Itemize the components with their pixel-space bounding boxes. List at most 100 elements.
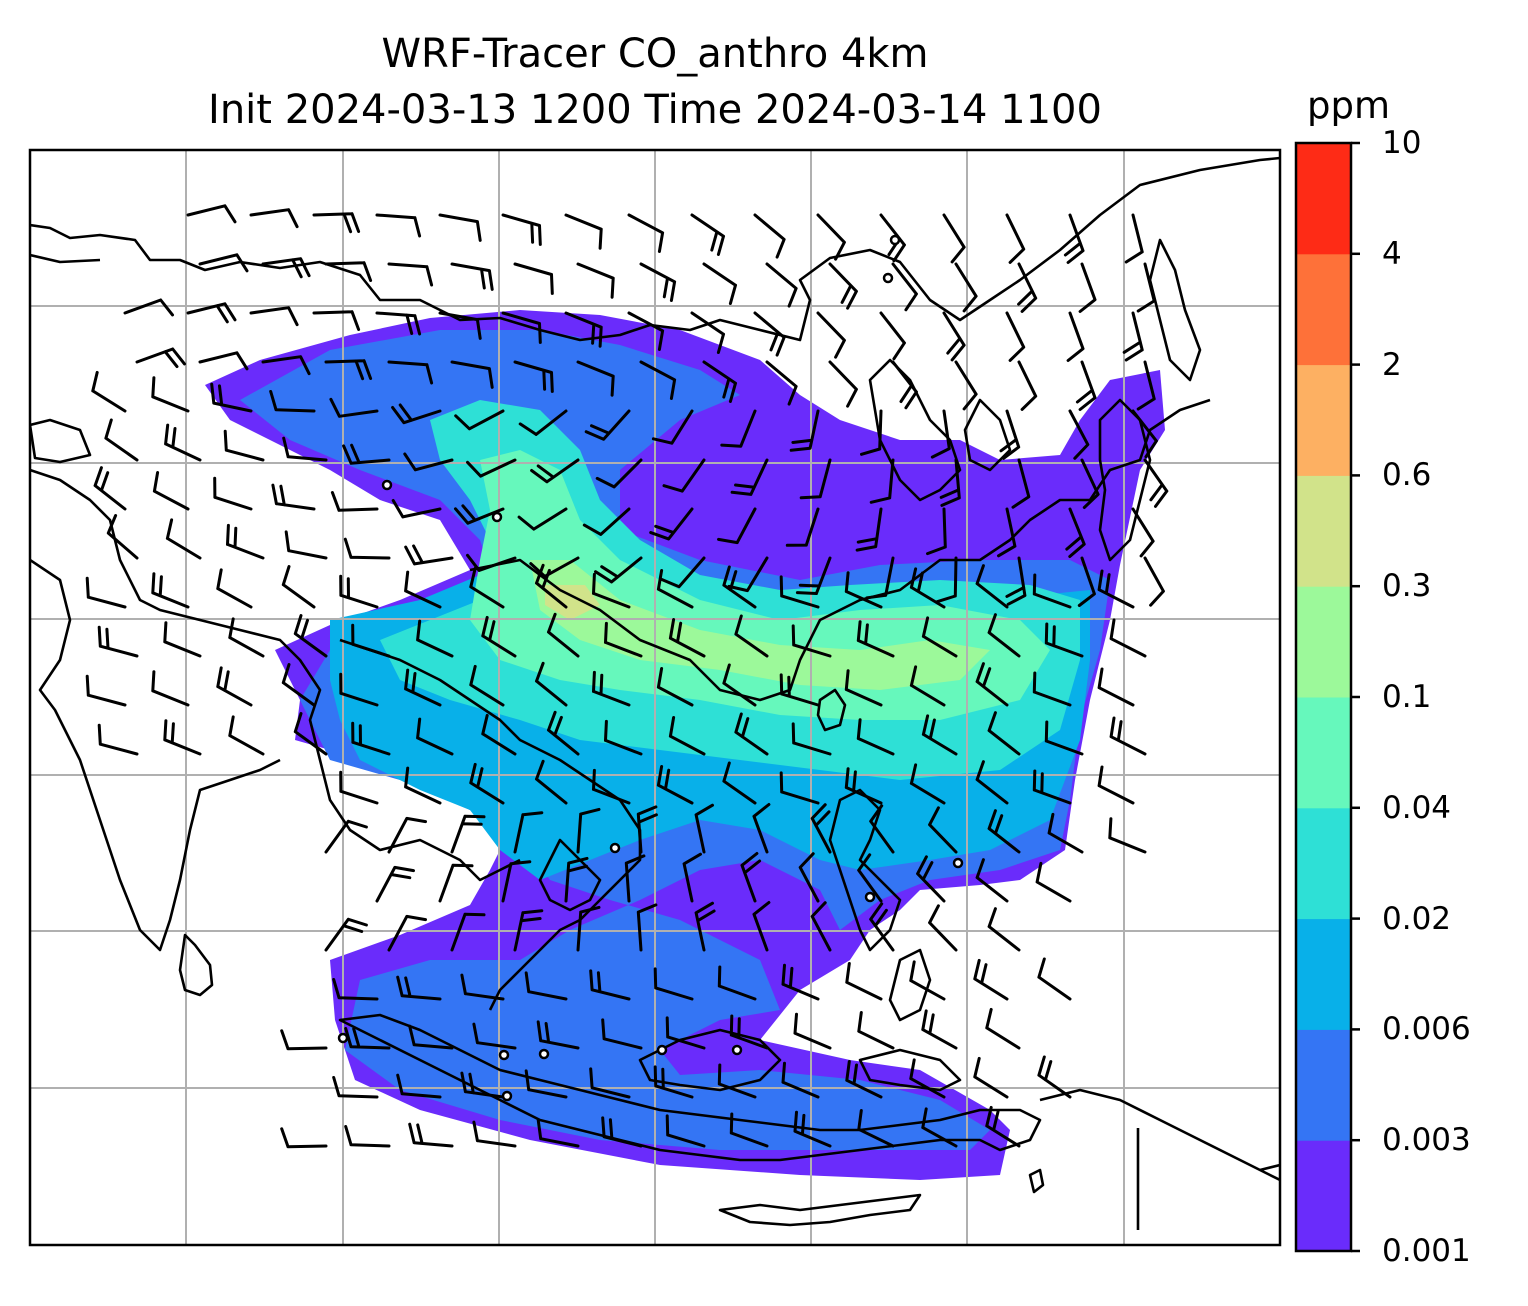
wind-barb	[280, 1127, 328, 1149]
wind-barb	[690, 213, 725, 256]
wind-barb	[391, 499, 442, 519]
wind-barb	[97, 723, 139, 756]
wind-barb	[535, 661, 568, 707]
wind-barb	[665, 1114, 706, 1148]
wind-barb	[460, 973, 505, 1001]
wind-barb	[954, 262, 978, 313]
wind-barb	[213, 476, 253, 511]
wind-barb	[975, 760, 1009, 805]
wind-barb	[682, 852, 702, 903]
wind-barb	[584, 409, 631, 441]
map-frame	[28, 148, 1282, 1247]
wind-barb	[223, 429, 265, 462]
wind-barb	[753, 311, 786, 357]
wind-barb	[198, 253, 249, 273]
wind-barb	[404, 544, 454, 566]
wind-barb	[375, 213, 422, 238]
wind-barb	[930, 409, 951, 459]
wind-barb	[228, 715, 265, 756]
wind-barb	[404, 570, 442, 609]
wind-barb	[752, 803, 771, 854]
wind-barb	[1131, 507, 1155, 558]
wind-barb	[987, 907, 1021, 952]
wind-barb	[330, 491, 379, 512]
wind-barb	[639, 262, 677, 302]
wind-barb	[403, 452, 454, 472]
wind-barb	[351, 721, 391, 756]
wind-barb	[408, 1122, 454, 1148]
wind-barb	[987, 809, 1021, 854]
wind-barb	[668, 716, 706, 756]
wind-barb	[810, 803, 832, 854]
wind-barb	[1078, 262, 1097, 313]
wind-barb	[592, 572, 631, 609]
wind-barb	[869, 902, 895, 952]
wind-barb	[324, 819, 368, 854]
wind-barb	[469, 762, 505, 805]
wind-barb	[828, 262, 858, 310]
wind-barb	[547, 710, 580, 756]
wind-barb	[997, 507, 1017, 558]
wind-barb	[481, 713, 517, 756]
colorbar-unit: ppm	[1307, 84, 1391, 127]
wind-barb	[636, 903, 658, 952]
wind-barb	[1131, 409, 1158, 459]
wind-barb	[324, 261, 373, 282]
wind-barb	[722, 663, 757, 707]
wind-barb	[271, 483, 316, 511]
wind-barb	[1066, 311, 1085, 362]
wind-barb	[216, 568, 253, 609]
colorbar-tick-label: 0.003	[1382, 1122, 1471, 1159]
wind-barb	[604, 719, 643, 756]
wind-barb	[1075, 360, 1097, 411]
wind-barb	[690, 311, 725, 354]
wind-barb	[351, 623, 391, 658]
wind-barb	[791, 722, 832, 756]
wind-barb	[752, 901, 771, 952]
colorbar-segment	[1296, 1029, 1351, 1141]
wind-barb	[1011, 458, 1031, 509]
wind-barb	[524, 1069, 568, 1099]
wind-barb	[344, 1027, 391, 1050]
wind-barb	[339, 770, 379, 805]
wind-barb	[450, 814, 486, 854]
wind-barb	[656, 765, 694, 805]
wind-barb	[513, 360, 554, 393]
wind-barb	[466, 553, 517, 572]
wind-barb	[589, 1067, 631, 1099]
wind-barb	[604, 621, 643, 658]
wind-barb	[1097, 667, 1135, 707]
colorbar-tick-label: 0.001	[1382, 1233, 1471, 1269]
wind-barb	[921, 1107, 958, 1148]
chart-title-line2: Init 2024-03-13 1200 Time 2024-03-14 110…	[208, 87, 1102, 133]
wind-barb	[935, 556, 958, 604]
wind-barb	[312, 310, 361, 331]
wind-barb	[869, 804, 895, 854]
wind-barb	[656, 569, 694, 609]
wind-barb	[1047, 812, 1084, 854]
wind-barb	[1005, 311, 1026, 362]
wind-barb	[785, 507, 820, 547]
colorbar-segment	[1296, 253, 1351, 366]
wind-barb	[387, 360, 434, 385]
wind-barb	[779, 575, 820, 609]
wind-barb	[856, 718, 895, 756]
wind-barb	[928, 904, 958, 952]
colorbar-segment	[1296, 475, 1351, 587]
wind-barb	[921, 714, 958, 756]
wind-barb	[734, 712, 769, 756]
wind-barb	[1005, 213, 1026, 264]
colorbar-tick-label: 0.02	[1382, 900, 1452, 937]
wind-barb	[576, 360, 615, 397]
wind-barb	[450, 262, 494, 291]
wind-barb	[781, 1061, 820, 1099]
wind-barb	[135, 347, 186, 369]
wind-barb	[660, 556, 706, 589]
wind-barbs	[85, 204, 1169, 1149]
wind-barb	[582, 507, 631, 536]
wind-barb	[151, 376, 190, 413]
wind-barb	[844, 767, 883, 805]
wind-barb	[816, 311, 846, 359]
colorbar-segment	[1296, 697, 1351, 809]
wind-barb	[513, 909, 544, 952]
